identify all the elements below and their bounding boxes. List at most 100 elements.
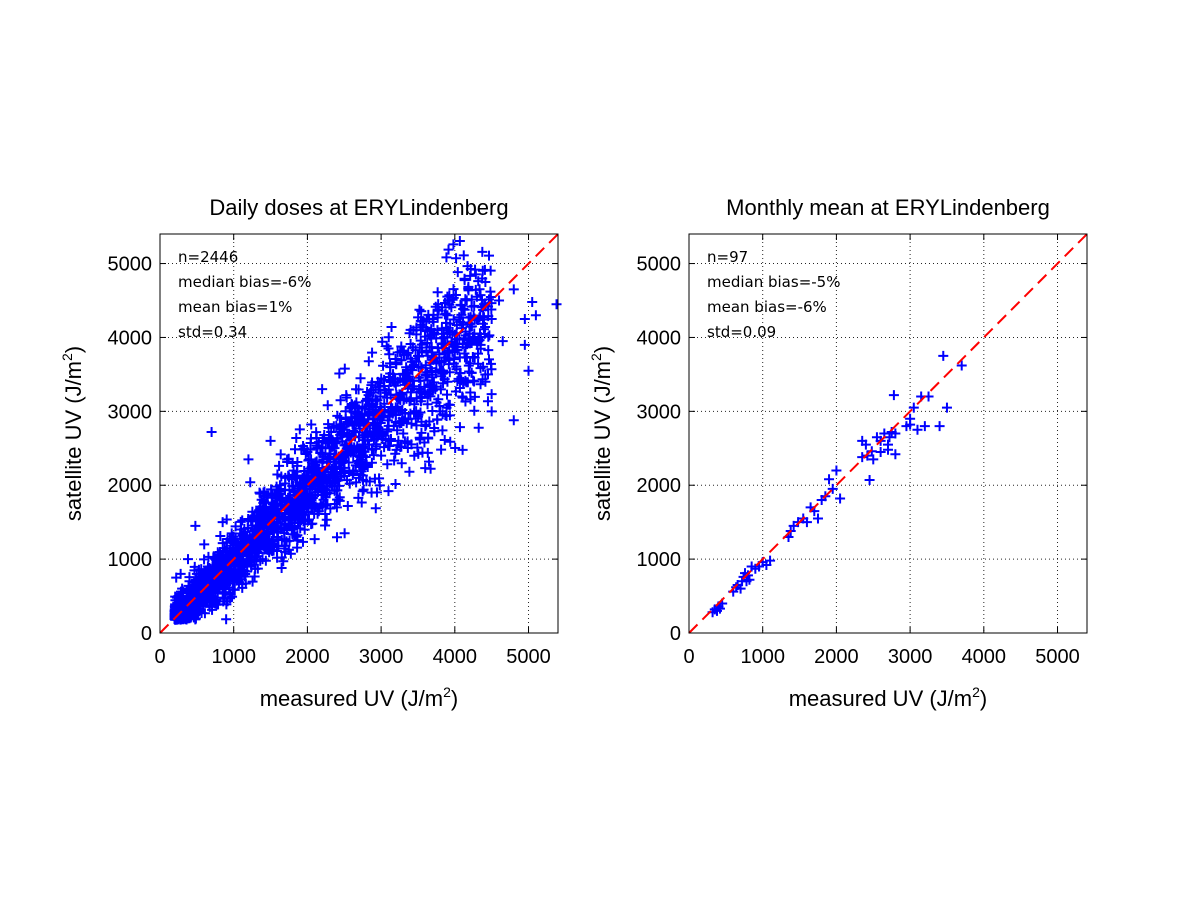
data-point: [444, 299, 455, 310]
data-point: [735, 583, 746, 594]
data-point: [402, 443, 413, 454]
data-point: [211, 599, 222, 610]
data-point: [279, 543, 290, 554]
data-point: [199, 554, 210, 565]
data-point: [416, 306, 427, 317]
y-tick-label: 5000: [108, 254, 153, 276]
data-point: [478, 324, 489, 335]
data-point: [742, 570, 753, 581]
data-point: [358, 417, 369, 428]
x-tick-label: 0: [683, 646, 694, 668]
data-point: [434, 349, 445, 360]
data-point: [414, 304, 425, 315]
data-point: [199, 539, 210, 550]
data-point: [335, 395, 346, 406]
data-point: [395, 347, 406, 358]
x-tick-label: 1000: [211, 646, 256, 668]
data-point: [714, 603, 725, 614]
data-point: [281, 536, 292, 547]
data-point: [215, 547, 226, 558]
data-point: [351, 477, 362, 488]
data-point: [300, 494, 311, 505]
data-point: [255, 503, 266, 514]
data-point: [485, 265, 496, 276]
data-point: [332, 474, 343, 485]
data-point: [398, 369, 409, 380]
data-point: [221, 577, 232, 588]
data-point: [425, 391, 436, 402]
data-point: [374, 480, 385, 491]
data-point: [176, 596, 187, 607]
data-point: [367, 400, 378, 411]
data-point: [396, 458, 407, 469]
stat-text: std=0.09: [707, 323, 776, 341]
data-point: [422, 399, 433, 410]
data-point: [483, 331, 494, 342]
data-point: [416, 416, 427, 427]
data-point: [436, 444, 447, 455]
data-point: [458, 250, 469, 261]
data-point: [444, 353, 455, 364]
data-point: [494, 295, 505, 306]
y-tick-label: 3000: [637, 401, 682, 423]
data-point: [171, 572, 182, 583]
data-point: [934, 421, 945, 432]
data-point: [185, 584, 196, 595]
data-point: [175, 586, 186, 597]
data-point: [372, 376, 383, 387]
data-point: [466, 367, 477, 378]
data-point: [382, 415, 393, 426]
data-point: [389, 455, 400, 466]
data-point: [422, 447, 433, 458]
data-point: [411, 329, 422, 340]
data-point: [407, 365, 418, 376]
data-point: [215, 530, 226, 541]
data-point: [437, 409, 448, 420]
data-point: [344, 478, 355, 489]
data-point: [329, 499, 340, 510]
data-point: [437, 368, 448, 379]
data-point: [342, 500, 353, 511]
chart-panel-2: 0 1000 2000 3000 4000 5000 0 1000 2000 3000 4000 50…: [588, 195, 1088, 711]
data-point: [272, 552, 283, 563]
x-tick-label: 1000: [740, 646, 785, 668]
data-point: [206, 427, 217, 438]
data-point: [448, 239, 459, 250]
chart-title: Daily doses at ERYLindenberg: [209, 195, 508, 220]
data-point: [432, 287, 443, 298]
data-point: [366, 487, 377, 498]
data-point: [323, 422, 334, 433]
data-point: [334, 412, 345, 423]
data-point: [311, 427, 322, 438]
data-point: [439, 297, 450, 308]
x-tick-label: 4000: [962, 646, 1007, 668]
data-point: [342, 416, 353, 427]
data-point: [406, 418, 417, 429]
data-point: [890, 428, 901, 439]
data-point: [245, 477, 256, 488]
data-point: [383, 434, 394, 445]
x-tick-label: 5000: [1035, 646, 1080, 668]
data-point: [477, 246, 488, 257]
data-point: [508, 415, 519, 426]
data-point: [221, 614, 232, 625]
data-point: [299, 524, 310, 535]
data-point: [357, 442, 368, 453]
data-point: [357, 401, 368, 412]
data-point: [302, 515, 313, 526]
data-point: [275, 449, 286, 460]
data-point: [222, 596, 233, 607]
data-point: [294, 424, 305, 435]
data-point: [875, 446, 886, 457]
x-tick-label: 0: [154, 646, 165, 668]
data-point: [368, 450, 379, 461]
data-point: [306, 492, 317, 503]
data-point: [269, 503, 280, 514]
data-point: [413, 409, 424, 420]
data-point: [302, 499, 313, 510]
data-point: [387, 408, 398, 419]
data-point: [258, 487, 269, 498]
data-point: [391, 390, 402, 401]
data-point: [277, 511, 288, 522]
data-point: [193, 564, 204, 575]
